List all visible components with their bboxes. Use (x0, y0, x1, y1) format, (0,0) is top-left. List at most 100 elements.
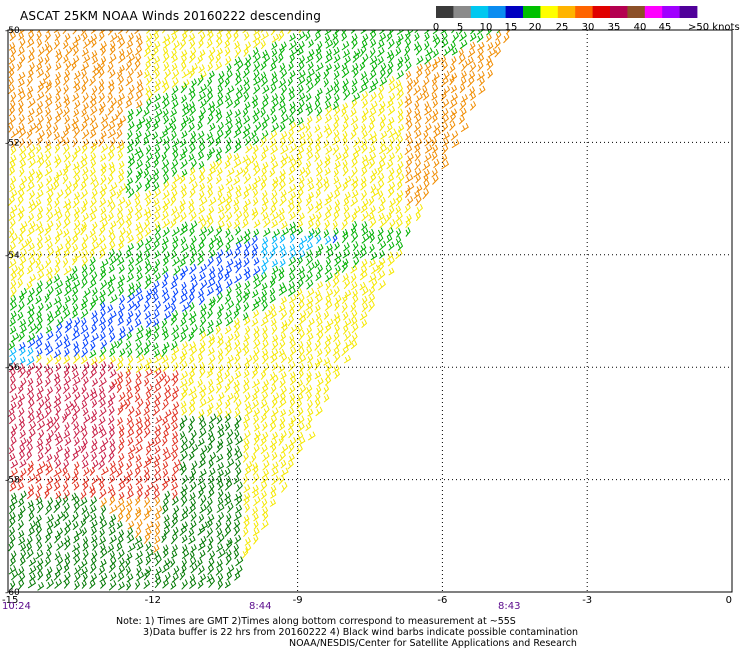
wind-barb (431, 136, 437, 147)
wind-barb (179, 421, 185, 432)
wind-barb (224, 407, 232, 419)
wind-barb (109, 466, 118, 477)
wind-barb (269, 278, 276, 288)
wind-barb (62, 30, 68, 35)
wind-barb (405, 188, 411, 199)
wind-barb (171, 99, 179, 110)
wind-barb (262, 460, 270, 471)
wind-barb (395, 79, 402, 89)
wind-barb (370, 135, 378, 146)
wind-barb (107, 174, 114, 185)
wind-barb (81, 355, 88, 365)
wind-barb (226, 458, 235, 469)
wind-barb (17, 311, 24, 321)
wind-barb (271, 41, 278, 50)
wind-barb (352, 123, 359, 132)
wind-barb (46, 416, 54, 426)
wind-barb (243, 189, 250, 200)
wind-barb (234, 362, 242, 373)
wind-barb (64, 348, 70, 357)
wind-barb (332, 121, 339, 132)
wind-barb (20, 543, 27, 552)
wind-barb (19, 175, 28, 186)
wind-barb (342, 249, 351, 259)
wind-barb (53, 174, 60, 185)
wind-barb (325, 346, 331, 357)
wind-barb (126, 47, 133, 58)
wind-barb (107, 286, 115, 297)
wind-barb (26, 75, 33, 87)
wind-barb (53, 206, 61, 216)
wind-barb (100, 266, 106, 276)
wind-barb (298, 369, 304, 379)
wind-barb (44, 556, 51, 567)
wind-barb (10, 492, 17, 501)
wind-barb (305, 31, 311, 42)
wind-barb (270, 154, 277, 164)
wind-barb (216, 407, 223, 418)
wind-barb (125, 76, 133, 87)
wind-barb (170, 116, 177, 126)
wind-barb (278, 53, 284, 64)
wind-barb (244, 101, 251, 110)
wind-barb (153, 465, 161, 477)
legend-label: 25 (556, 22, 569, 33)
wind-barb (235, 241, 242, 251)
wind-barb (424, 32, 430, 42)
wind-barb (136, 150, 144, 162)
wind-barb (296, 226, 303, 236)
wind-barb (109, 32, 118, 43)
wind-barb (128, 32, 134, 43)
wind-barb (180, 484, 188, 494)
wind-barb (65, 273, 73, 283)
wind-barb (242, 383, 250, 394)
wind-barb (181, 474, 189, 485)
wind-barb (306, 399, 313, 411)
wind-barb (136, 483, 144, 493)
wind-barb (10, 233, 18, 244)
wind-barb (253, 423, 260, 432)
wind-barb (344, 175, 352, 185)
wind-barb (19, 450, 25, 461)
legend-swatch (488, 6, 506, 18)
wind-barb (244, 503, 250, 513)
wind-barb (171, 512, 179, 523)
wind-barb (53, 124, 59, 134)
wind-barb (189, 573, 196, 583)
wind-barb (369, 205, 376, 215)
wind-barb (36, 438, 44, 448)
wind-barb (226, 63, 232, 73)
wind-barb (135, 454, 142, 463)
wind-barb (35, 491, 41, 501)
wind-barb (433, 122, 441, 133)
wind-barb (56, 86, 62, 96)
wind-barb (118, 391, 126, 402)
wind-barb (225, 176, 233, 186)
wind-barb (44, 364, 51, 373)
wind-barb (351, 332, 358, 343)
legend-swatch (592, 6, 611, 18)
wind-barb (63, 354, 71, 365)
wind-barb (117, 205, 123, 216)
wind-barb (100, 114, 109, 124)
wind-barb (180, 159, 188, 170)
wind-barb (216, 376, 224, 386)
wind-barb (98, 235, 106, 246)
wind-barb (207, 337, 215, 349)
wind-barb (125, 558, 131, 568)
wind-barb (19, 346, 26, 356)
wind-barb (188, 504, 196, 515)
wind-barb (424, 30, 431, 35)
wind-barb (161, 92, 169, 104)
wind-barb (170, 314, 177, 326)
wind-barb (280, 332, 287, 341)
wind-barb (306, 339, 312, 349)
wind-barb (17, 269, 25, 281)
wind-barb (208, 166, 217, 176)
wind-barb (235, 261, 242, 274)
wind-barb (100, 323, 106, 334)
wind-barb (278, 286, 288, 296)
wind-barb (262, 84, 270, 95)
wind-barb (89, 579, 96, 589)
wind-barb (298, 329, 305, 342)
